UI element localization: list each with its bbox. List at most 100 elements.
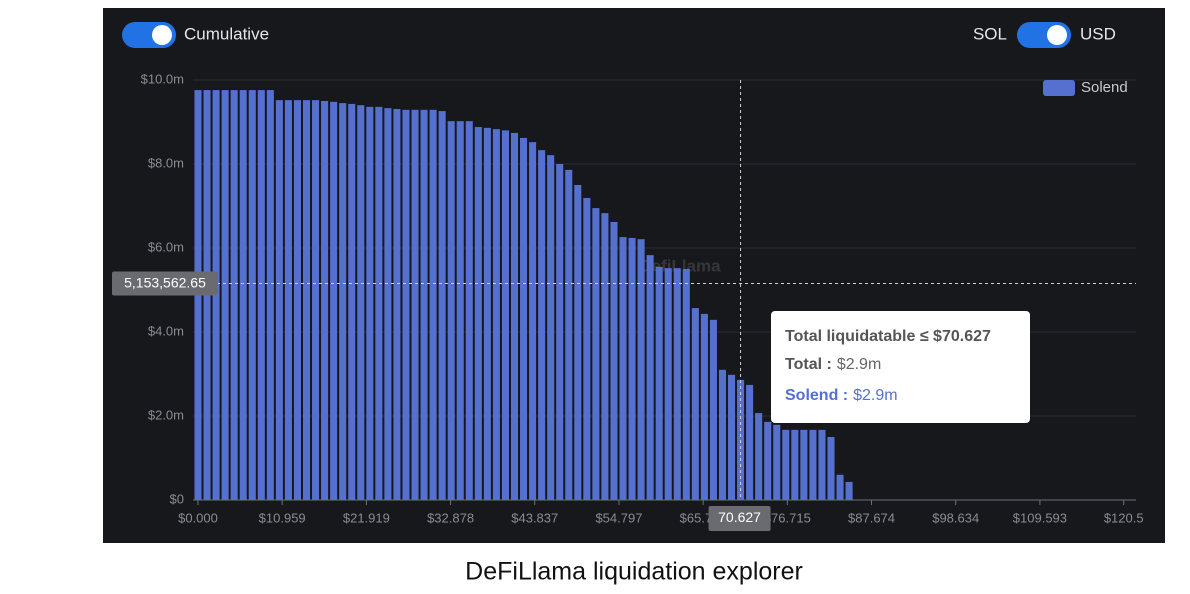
- bar: [791, 429, 799, 500]
- legend-label: Solend: [1081, 79, 1128, 96]
- tooltip-title: Total liquidatable ≤ $70.627: [785, 328, 991, 345]
- crosshair-y-label: 5,153,562.65: [124, 274, 206, 290]
- crosshair-x-badge: [708, 506, 771, 531]
- bar: [809, 429, 817, 500]
- bar: [483, 127, 491, 500]
- bar: [673, 268, 681, 500]
- toggle-knob: [1047, 25, 1067, 45]
- bar: [275, 100, 283, 500]
- y-tick-label: $6.0m: [148, 239, 184, 254]
- bar: [764, 421, 772, 500]
- bar: [357, 105, 365, 500]
- bar: [501, 130, 509, 500]
- bar: [474, 127, 482, 500]
- bar: [302, 100, 311, 500]
- bar: [520, 137, 528, 500]
- bar: [755, 413, 763, 500]
- bar: [610, 221, 618, 500]
- bar: [773, 424, 781, 500]
- caption: DeFiLlama liquidation explorer: [465, 558, 803, 586]
- bar: [239, 90, 247, 500]
- tooltip: Total liquidatable ≤ $70.627 Total : $2.9m…: [771, 311, 1030, 423]
- bar: [465, 121, 473, 500]
- bar: [637, 239, 645, 500]
- currency-toggle[interactable]: [1017, 22, 1071, 48]
- bar: [583, 198, 591, 500]
- bar: [728, 374, 736, 500]
- y-tick-label: $10.0m: [141, 71, 184, 86]
- x-tick-label: $32.878: [427, 510, 474, 525]
- bar: [529, 142, 537, 500]
- bar: [619, 237, 627, 500]
- bar: [700, 313, 708, 500]
- bar: [429, 109, 437, 500]
- bar: [601, 213, 609, 500]
- x-tick-label: $43.837: [511, 510, 558, 525]
- bar: [221, 90, 229, 500]
- bar: [845, 481, 853, 500]
- bar: [293, 100, 301, 500]
- bar: [366, 106, 374, 500]
- legend-swatch: [1043, 80, 1075, 96]
- x-tick-label: $21.919: [343, 510, 390, 525]
- y-tick-label: $4.0m: [148, 323, 184, 338]
- bar: [348, 103, 356, 500]
- bar: [384, 108, 392, 500]
- bar: [420, 109, 428, 500]
- bar: [682, 269, 690, 500]
- bar: [737, 379, 745, 500]
- x-tick-label: $76.715: [764, 510, 811, 525]
- bar: [664, 268, 672, 500]
- bar: [827, 437, 835, 500]
- bar: [691, 308, 699, 500]
- x-tick-label: $0.000: [178, 510, 218, 525]
- x-tick-label: $109.593: [1013, 510, 1067, 525]
- cumulative-toggle[interactable]: [122, 22, 176, 48]
- y-tick-label: $2.0m: [148, 407, 184, 422]
- tooltip-row-name: Total :: [785, 356, 832, 373]
- bar: [556, 164, 564, 500]
- x-tick-label: $87.674: [848, 510, 895, 525]
- bar: [782, 429, 790, 500]
- bar: [709, 319, 717, 500]
- bar: [321, 101, 329, 500]
- tooltip-row-value: $2.9m: [853, 387, 897, 404]
- tooltip-row-name: Solend :: [785, 387, 848, 404]
- bar: [836, 474, 844, 500]
- bar: [565, 169, 573, 500]
- bar: [257, 90, 265, 500]
- bar: [447, 121, 455, 500]
- bar: [574, 185, 582, 500]
- bar: [339, 103, 347, 500]
- crosshair-y-badge: [112, 271, 218, 296]
- bar: [330, 101, 338, 500]
- bar: [230, 90, 238, 500]
- cumulative-label: Cumulative: [184, 24, 269, 43]
- bar: [510, 132, 519, 501]
- bar: [248, 90, 256, 500]
- bar: [592, 208, 600, 500]
- bar: [800, 429, 808, 500]
- bar: [456, 121, 464, 500]
- bar: [718, 369, 727, 500]
- y-tick-label: $0: [170, 491, 184, 506]
- usd-label: USD: [1080, 24, 1116, 43]
- bar: [492, 129, 500, 500]
- bar: [746, 384, 754, 500]
- x-tick-label: $54.797: [595, 510, 642, 525]
- bar: [628, 237, 636, 501]
- bar: [312, 100, 320, 500]
- bar: [284, 100, 292, 500]
- bar: [393, 108, 401, 500]
- tooltip-box: [771, 311, 1030, 423]
- bar: [266, 90, 274, 500]
- bar: [646, 255, 654, 500]
- bar: [547, 155, 555, 500]
- bar: [411, 109, 419, 500]
- crosshair-x-label: 70.627: [718, 509, 761, 525]
- x-tick-label: $120.5: [1104, 510, 1144, 525]
- sol-label: SOL: [973, 24, 1007, 43]
- bar: [655, 266, 663, 500]
